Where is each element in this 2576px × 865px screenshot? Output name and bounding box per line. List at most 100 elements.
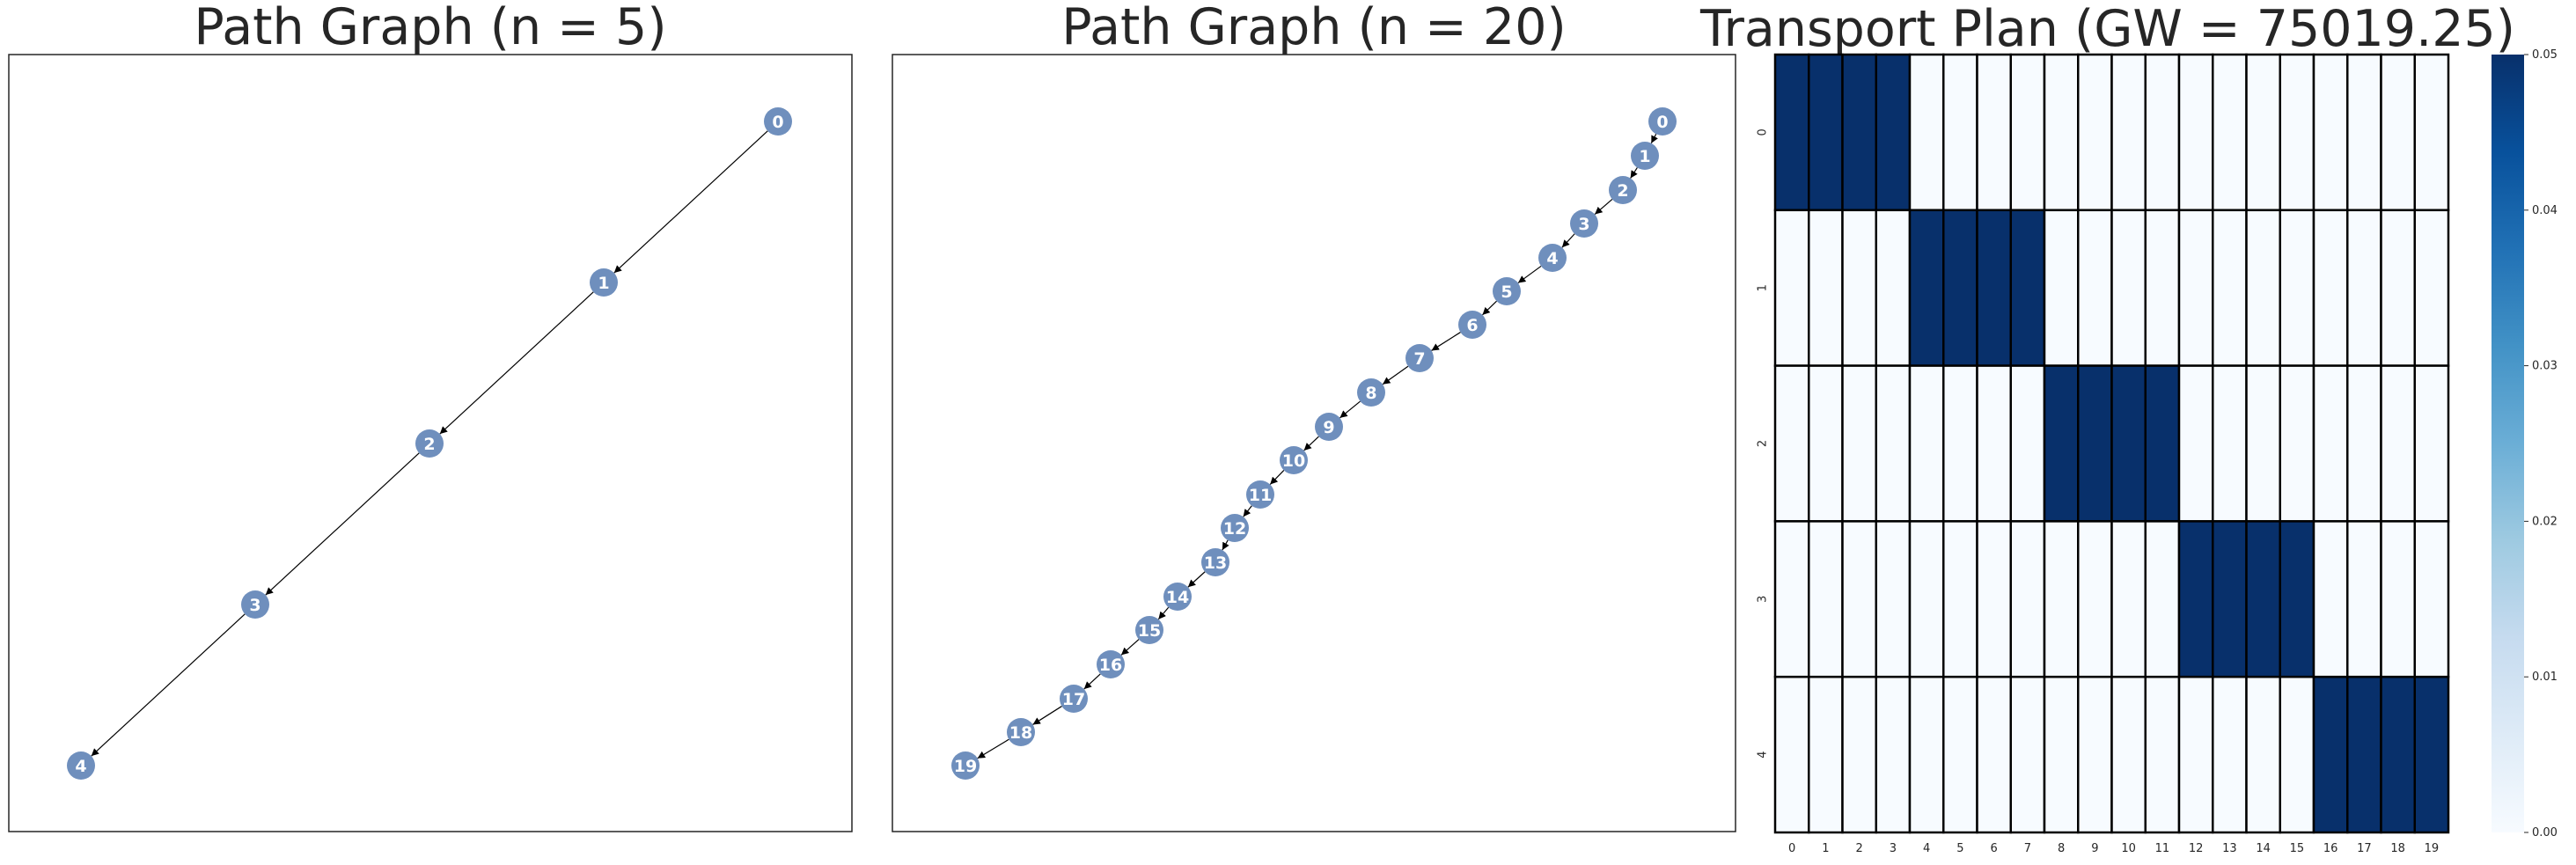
heatmap-cell-1-2	[1841, 209, 1877, 367]
heatmap-cell-0-15	[2279, 53, 2315, 212]
heatmap-cell-0-0	[1773, 53, 1810, 212]
heatmap-cell-1-7	[2009, 209, 2046, 367]
heatmap-cell-2-19	[2413, 364, 2450, 523]
graph-1-node-2: 2	[415, 429, 444, 458]
graph-2-edge-17-18	[1032, 706, 1062, 725]
graph-2-node-circle	[1280, 446, 1308, 474]
heatmap-cell-1-16	[2312, 209, 2349, 367]
graph-2-node-label: 18	[1009, 723, 1032, 743]
heatmap-cell-3-15	[2279, 520, 2315, 678]
graph-1-node-label: 2	[423, 435, 435, 454]
graph-2-edge-13-14	[1187, 571, 1206, 588]
graph-2-edge-9-10	[1303, 436, 1319, 451]
heatmap-cell-3-18	[2380, 520, 2416, 678]
heatmap-cells	[1773, 53, 2450, 834]
heatmap-cell-0-14	[2245, 53, 2281, 212]
graph-2-node-11: 11	[1246, 480, 1274, 509]
graph-2-edge-3-4	[1561, 233, 1575, 248]
heatmap-cell-0-18	[2380, 53, 2416, 212]
heatmap-cell-4-1	[1808, 675, 1844, 834]
heatmap-cell-3-13	[2212, 520, 2248, 678]
graph-2-node-circle	[1060, 685, 1088, 713]
graph-2-node-5: 5	[1493, 277, 1521, 305]
graph-2-edge-0-1	[1650, 133, 1658, 144]
heatmap-cell-4-12	[2177, 675, 2214, 834]
graph-2-node-4: 4	[1538, 244, 1567, 272]
graph-1-edge-2-3	[265, 452, 420, 596]
graph-1-title: Path Graph (n = 5)	[194, 0, 666, 56]
heatmap-x-tick: 1	[1822, 842, 1829, 855]
graph-2-node-circle	[1007, 718, 1035, 746]
graph-2-node-label: 14	[1166, 588, 1189, 607]
heatmap-cell-2-15	[2279, 364, 2315, 523]
heatmap-cell-2-12	[2177, 364, 2214, 523]
heatmap-cell-0-17	[2346, 53, 2382, 212]
graph-1-nodes: 0 1 2 3 4	[67, 107, 792, 780]
heatmap-title: Transport Plan (GW = 75019.25)	[1699, 0, 2515, 58]
colorbar-tick-label: 0.05	[2532, 48, 2558, 62]
graph-2-node-13: 13	[1201, 548, 1229, 576]
heatmap-cell-2-5	[1942, 364, 1978, 523]
heatmap-cell-1-17	[2346, 209, 2382, 367]
heatmap-cell-4-19	[2413, 675, 2450, 834]
graph-2-node-7: 7	[1405, 344, 1434, 372]
heatmap-cell-3-4	[1908, 520, 1945, 678]
heatmap-cell-0-9	[2077, 53, 2113, 212]
heatmap-cell-1-0	[1773, 209, 1810, 367]
heatmap-cell-2-16	[2312, 364, 2349, 523]
graph-2-node-circle	[1570, 209, 1598, 238]
heatmap-cell-4-11	[2144, 675, 2181, 834]
graph-2-node-circle	[1201, 548, 1229, 576]
heatmap-x-tick: 4	[1923, 842, 1930, 855]
heatmap-cell-0-19	[2413, 53, 2450, 212]
heatmap-cell-1-9	[2077, 209, 2113, 367]
graph-1-edge-1-2	[439, 291, 594, 435]
heatmap-cell-0-1	[1808, 53, 1844, 212]
heatmap-cell-4-3	[1875, 675, 1912, 834]
graph-2-node-9: 9	[1315, 413, 1343, 441]
heatmap-cell-4-8	[2043, 675, 2080, 834]
heatmap-x-tick: 3	[1890, 842, 1897, 855]
heatmap-cell-4-0	[1773, 675, 1810, 834]
heatmap-cell-1-18	[2380, 209, 2416, 367]
graph-2-node-label: 6	[1466, 316, 1478, 335]
heatmap-x-tick: 2	[1855, 842, 1862, 855]
heatmap-cell-4-14	[2245, 675, 2281, 834]
graph-2-node-label: 2	[1617, 181, 1628, 201]
heatmap-cell-4-16	[2312, 675, 2349, 834]
graph-2-edge-14-15	[1157, 606, 1170, 620]
graph-2-edge-2-3	[1594, 199, 1613, 215]
heatmap-cell-0-11	[2144, 53, 2181, 212]
heatmap-cell-0-3	[1875, 53, 1912, 212]
heatmap-cell-0-13	[2212, 53, 2248, 212]
graph-1-node-circle	[241, 590, 269, 619]
heatmap-x-tick: 11	[2155, 842, 2170, 855]
heatmap-cell-0-5	[1942, 53, 1978, 212]
graph-2-node-label: 3	[1578, 215, 1589, 234]
heatmap-cell-4-5	[1942, 675, 1978, 834]
graph-2-node-circle	[1221, 514, 1249, 542]
colorbar-tick-label: 0.01	[2532, 671, 2558, 684]
heatmap-cell-3-16	[2312, 520, 2349, 678]
graph-2-edge-1-2	[1630, 167, 1638, 179]
graph-1-node-circle	[67, 751, 95, 780]
graph-2-node-label: 4	[1546, 249, 1558, 268]
graph-1-node-label: 4	[75, 757, 86, 776]
heatmap-cell-2-2	[1841, 364, 1877, 523]
heatmap-x-tick: 8	[2058, 842, 2065, 855]
graph-1-edge-3-4	[91, 613, 246, 757]
graph-1-node-label: 1	[598, 274, 609, 293]
heatmap-cell-4-7	[2009, 675, 2046, 834]
heatmap-cell-3-3	[1875, 520, 1912, 678]
heatmap-cell-2-13	[2212, 364, 2248, 523]
graph-2-node-label: 17	[1062, 690, 1085, 709]
heatmap-x-tick: 7	[2024, 842, 2031, 855]
colorbar	[2492, 55, 2524, 832]
heatmap-cell-2-7	[2009, 364, 2046, 523]
heatmap-cell-1-12	[2177, 209, 2214, 367]
graph-2-node-label: 7	[1413, 349, 1425, 369]
heatmap-x-tick: 16	[2323, 842, 2338, 855]
heatmap-cell-3-9	[2077, 520, 2113, 678]
graph-2-node-label: 5	[1501, 282, 1512, 302]
graph-2-node-circle	[1315, 413, 1343, 441]
